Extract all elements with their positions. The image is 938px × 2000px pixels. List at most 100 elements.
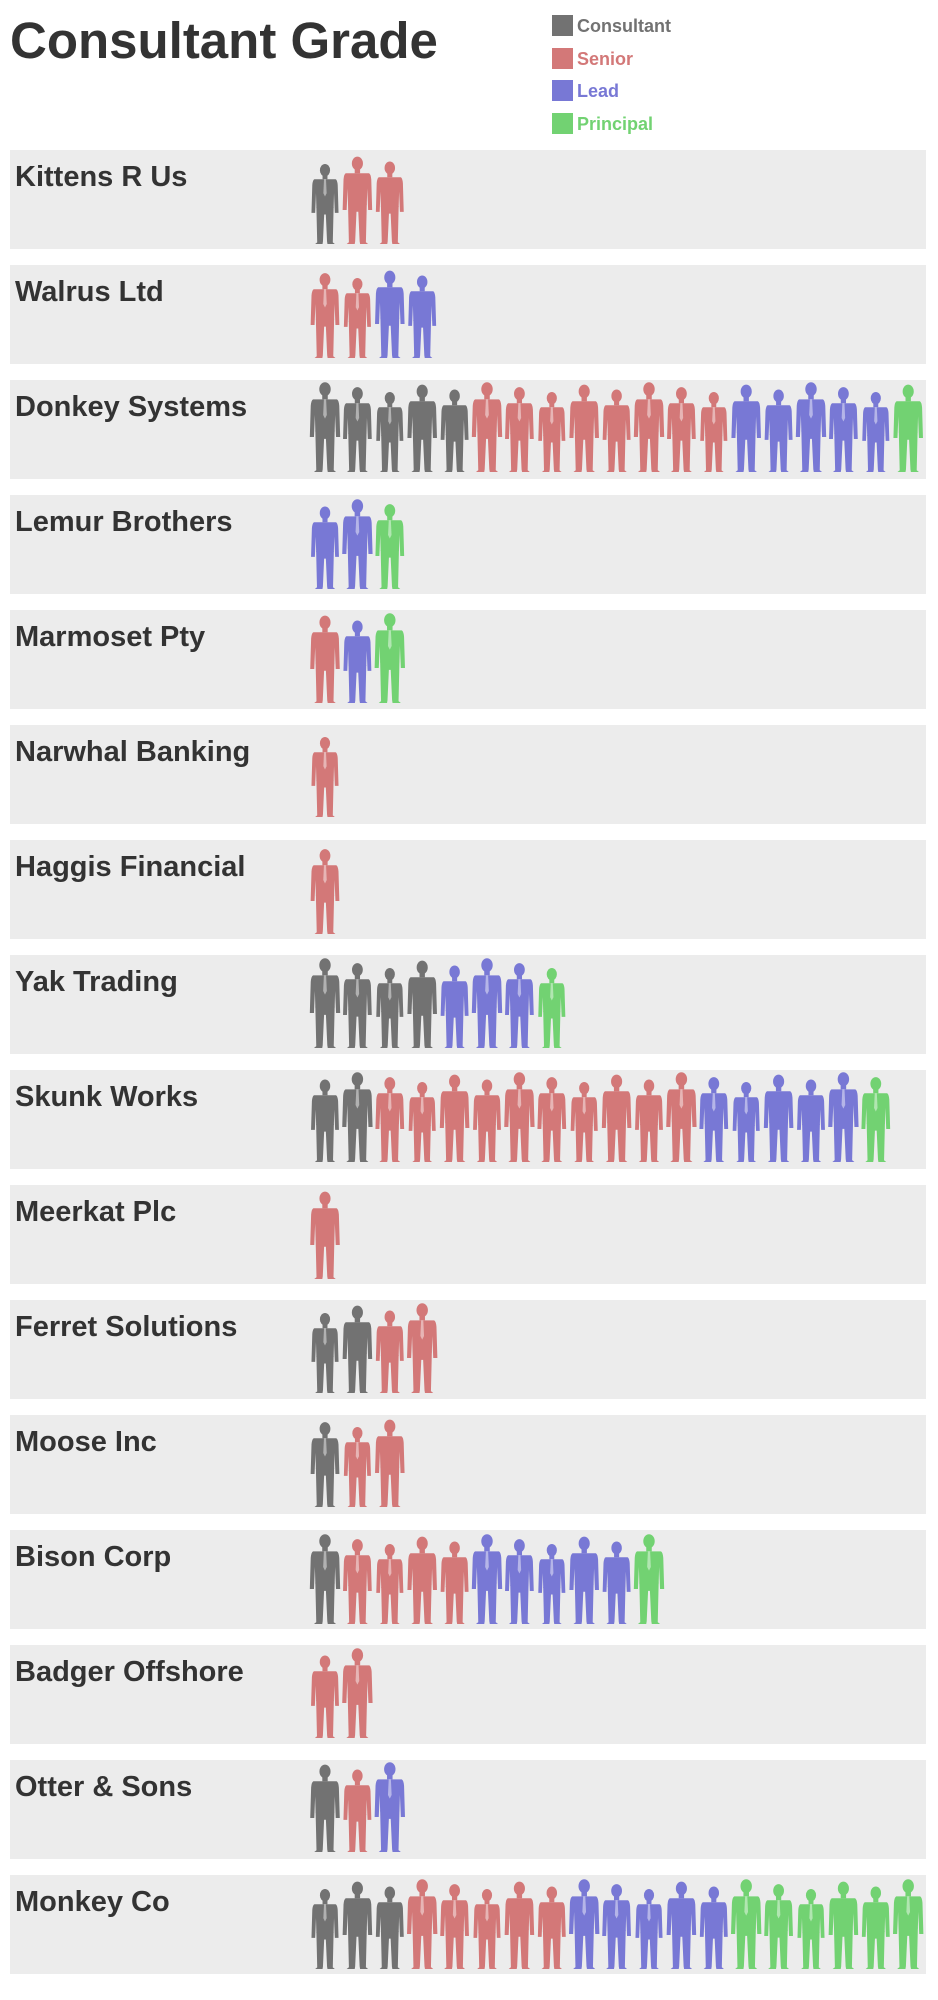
person-icon-lead — [699, 1077, 729, 1162]
person-icon-senior — [310, 615, 340, 703]
person-icon-senior — [311, 1655, 339, 1738]
row-moose-inc: Moose Inc — [10, 1415, 926, 1514]
person-icon-lead — [731, 384, 761, 472]
chart-title: Consultant Grade — [10, 12, 438, 69]
person-icon-senior — [375, 1310, 404, 1393]
person-icon-lead — [862, 391, 890, 472]
person-icon-consultant — [310, 1764, 340, 1852]
person-icon-senior — [667, 387, 696, 472]
person-icon-senior — [504, 1072, 535, 1162]
person-icon-lead — [764, 389, 793, 472]
person-icon-senior — [602, 389, 631, 472]
person-icon-lead — [440, 965, 469, 1048]
legend-item-senior: Senior — [552, 47, 671, 80]
legend: Consultant Senior Lead Principal — [552, 14, 671, 144]
person-icon-lead — [602, 1541, 631, 1624]
row-label: Donkey Systems — [15, 391, 247, 423]
person-icon-principal — [375, 504, 405, 589]
row-walrus-ltd: Walrus Ltd — [10, 265, 926, 364]
person-icon-principal — [731, 1879, 762, 1969]
person-icon-senior — [505, 387, 534, 472]
person-icon-senior — [700, 391, 728, 472]
legend-label-principal: Principal — [577, 113, 654, 134]
row-label: Kittens R Us — [15, 161, 187, 193]
row-label: Otter & Sons — [15, 1771, 192, 1803]
person-icon-lead — [569, 1536, 599, 1624]
person-icon-senior — [375, 1419, 405, 1507]
person-icon-senior — [310, 1191, 340, 1279]
row-otter-sons: Otter & Sons — [10, 1760, 926, 1859]
legend-swatch-principal — [552, 112, 573, 134]
person-icon-lead — [538, 1543, 566, 1624]
person-icon-consultant — [342, 1881, 373, 1969]
person-icon-lead — [471, 1534, 503, 1624]
row-narwhal-banking: Narwhal Banking — [10, 725, 926, 824]
person-icon-principal — [861, 1077, 891, 1162]
person-icon-lead — [471, 958, 503, 1048]
row-yak-trading: Yak Trading — [10, 955, 926, 1054]
person-icon-senior — [407, 1879, 438, 1969]
person-icon-consultant — [375, 1886, 404, 1969]
row-label: Skunk Works — [15, 1081, 198, 1113]
person-icon-lead — [699, 1886, 728, 1969]
person-icon-lead — [763, 1074, 794, 1162]
row-label: Walrus Ltd — [15, 276, 164, 308]
person-icon-senior — [635, 1079, 663, 1162]
person-icon-senior — [569, 384, 599, 472]
row-label: Monkey Co — [15, 1886, 170, 1918]
person-icon-principal — [893, 1879, 924, 1969]
row-label: Ferret Solutions — [15, 1311, 237, 1343]
row-label: Bison Corp — [15, 1541, 171, 1573]
row-background — [10, 150, 926, 249]
person-icon-senior — [601, 1074, 632, 1162]
person-icon-lead — [342, 499, 373, 589]
person-icon-senior — [343, 1426, 371, 1507]
person-icon-consultant — [376, 391, 404, 472]
person-icon-lead — [408, 275, 437, 358]
row-badger-offshore: Badger Offshore — [10, 1645, 926, 1744]
person-icon-principal — [633, 1534, 665, 1624]
row-label: Marmoset Pty — [15, 621, 205, 653]
person-icon-consultant — [311, 1312, 339, 1393]
row-haggis-financial: Haggis Financial — [10, 840, 926, 939]
person-icon-consultant — [440, 389, 469, 472]
person-icon-principal — [861, 1886, 890, 1969]
person-icon-lead — [311, 506, 339, 589]
legend-swatch-lead — [552, 80, 573, 101]
person-icon-lead — [343, 620, 372, 703]
person-icon-consultant — [342, 1305, 373, 1393]
row-background — [10, 495, 926, 594]
person-icon-lead — [375, 270, 405, 358]
person-icon-lead — [828, 1072, 859, 1162]
person-icon-senior — [471, 382, 503, 472]
row-label: Badger Offshore — [15, 1656, 244, 1688]
legend-label-senior: Senior — [577, 48, 634, 69]
person-icon-senior — [311, 736, 339, 817]
row-label: Moose Inc — [15, 1426, 157, 1458]
row-label: Narwhal Banking — [15, 736, 250, 768]
person-icon-lead — [732, 1081, 760, 1162]
person-icon-consultant — [407, 960, 437, 1048]
person-icon-senior — [343, 1769, 372, 1852]
person-icon-consultant — [309, 1534, 341, 1624]
person-icon-lead — [666, 1881, 697, 1969]
row-background — [10, 1760, 926, 1859]
row-background — [10, 1645, 926, 1744]
person-icon-principal — [828, 1881, 859, 1969]
person-icon-consultant — [376, 967, 404, 1048]
person-icon-lead — [829, 387, 858, 472]
person-icon-consultant — [311, 163, 339, 244]
person-icon-senior — [342, 156, 373, 244]
person-icon-senior — [342, 1648, 373, 1738]
row-label: Haggis Financial — [15, 851, 245, 883]
person-icon-principal — [764, 1884, 793, 1969]
row-lemur-brothers: Lemur Brothers — [10, 495, 926, 594]
row-background — [10, 610, 926, 709]
row-background — [10, 1415, 926, 1514]
person-icon-lead — [635, 1888, 663, 1969]
person-icon-lead — [795, 382, 827, 472]
row-background — [10, 1185, 926, 1284]
person-icon-senior — [408, 1081, 436, 1162]
person-icon-lead — [797, 1079, 825, 1162]
